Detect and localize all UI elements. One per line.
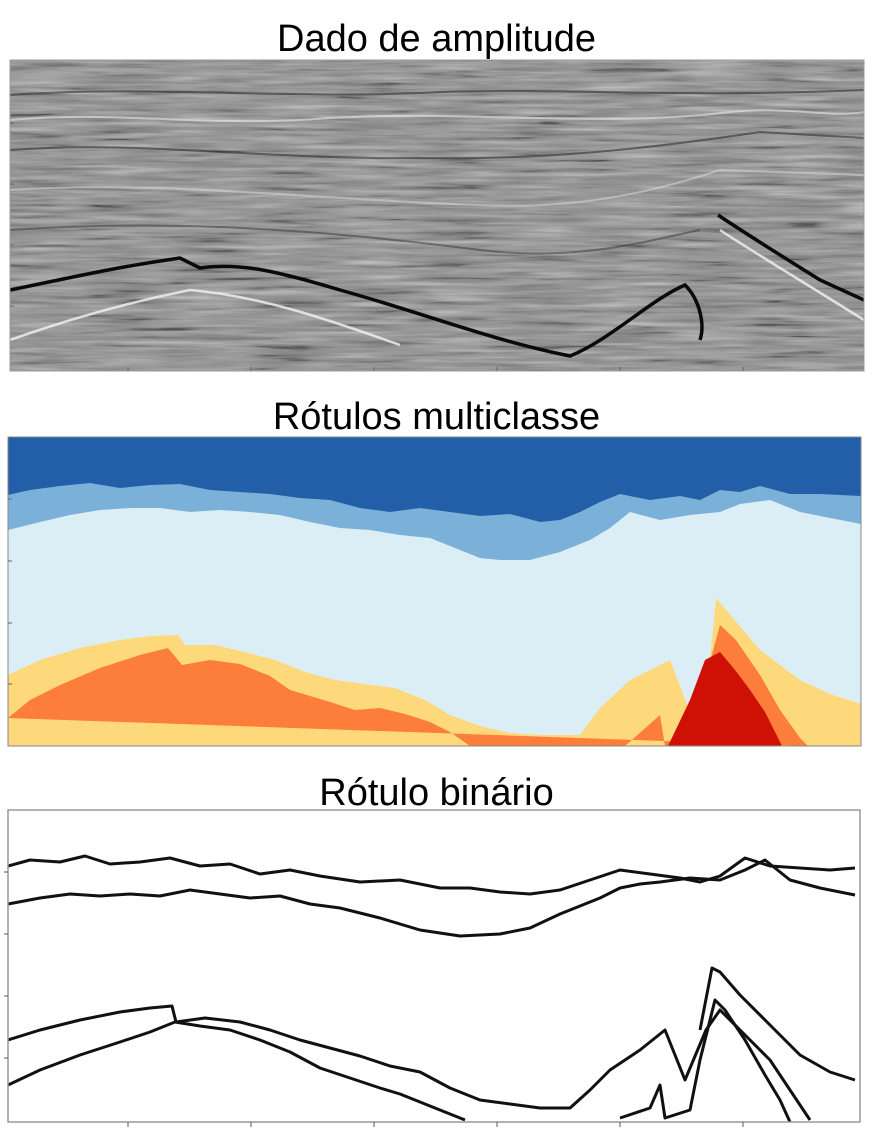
boundary-line-6 bbox=[619, 998, 792, 1122]
class-6-region bbox=[668, 652, 782, 746]
amplitude-panel bbox=[10, 60, 864, 371]
multiclass-ticks bbox=[8, 498, 12, 685]
boundary-line-5 bbox=[698, 966, 856, 1082]
class-5-region bbox=[8, 625, 808, 746]
binary-background bbox=[8, 810, 860, 1122]
amplitude-texture bbox=[10, 60, 864, 371]
amplitude-reflectors bbox=[10, 89, 864, 358]
binary-panel bbox=[8, 854, 856, 1122]
boundary-line-4 bbox=[8, 1020, 466, 1122]
multiclass-frame bbox=[7, 436, 862, 747]
binary-frame bbox=[7, 809, 861, 1123]
boundary-line-2 bbox=[8, 858, 856, 938]
panel-title-multiclass: Rótulos multiclasse bbox=[272, 396, 601, 438]
amplitude-ticks bbox=[10, 122, 744, 371]
boundary-line-1 bbox=[8, 854, 856, 896]
amplitude-frame bbox=[9, 59, 865, 372]
panel-title-binary: Rótulo binário bbox=[319, 772, 554, 814]
panel-title-amplitude: Dado de amplitude bbox=[277, 18, 596, 60]
multiclass-panel bbox=[8, 437, 861, 746]
binary-ticks bbox=[4, 871, 744, 1127]
